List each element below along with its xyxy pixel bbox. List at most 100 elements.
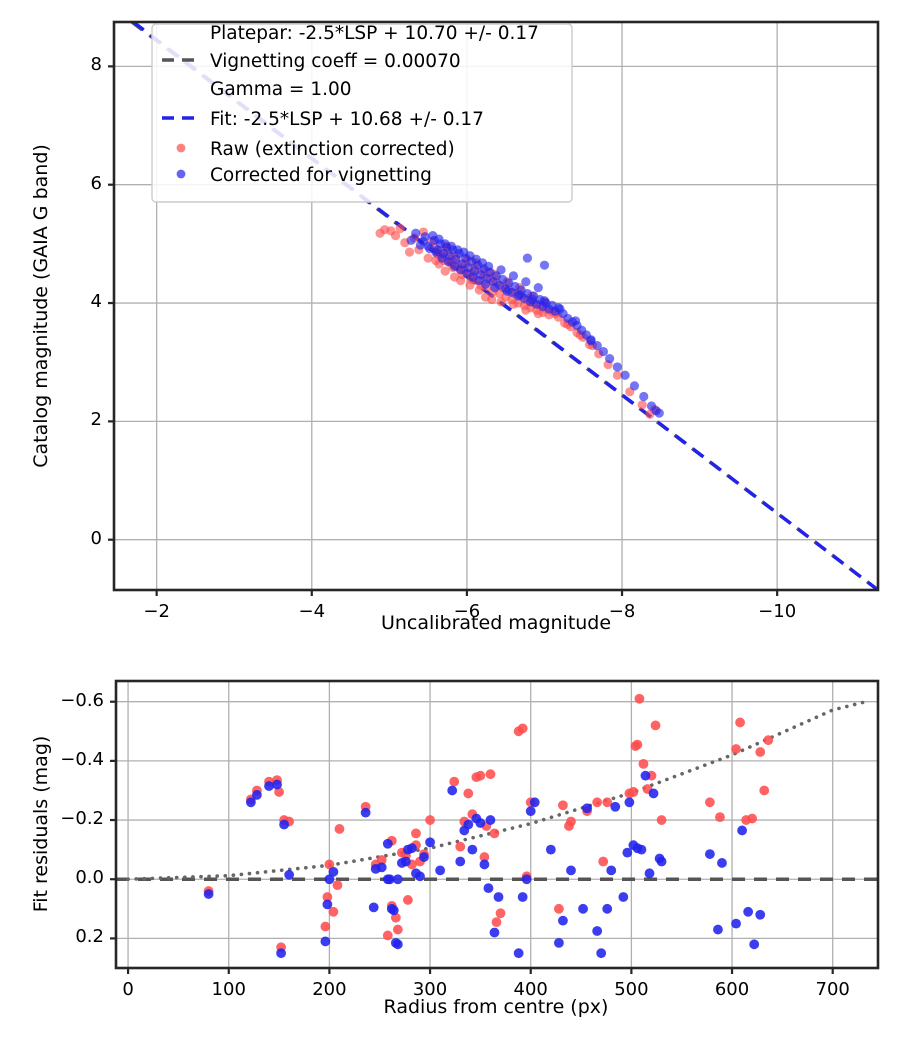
data-point — [612, 362, 622, 372]
data-point — [606, 865, 617, 876]
data-point — [596, 948, 607, 959]
data-point — [640, 770, 651, 781]
data-point — [705, 797, 715, 808]
data-point — [513, 948, 524, 959]
data-point — [713, 924, 723, 935]
data-point — [322, 899, 333, 910]
x-tick-label: −10 — [758, 601, 797, 622]
legend-label-corrected-for-vignetting: Corrected for vignetting — [210, 165, 432, 186]
scatter-layer — [375, 223, 664, 419]
data-point — [555, 304, 565, 314]
data-point — [632, 739, 643, 750]
data-point — [521, 277, 531, 287]
x-tick-label: 600 — [714, 979, 750, 1000]
data-point — [415, 871, 425, 882]
data-point — [622, 847, 633, 858]
data-point — [463, 788, 474, 799]
data-point — [392, 924, 403, 935]
data-point — [737, 825, 748, 836]
data-point — [489, 828, 500, 839]
y-tick-label: 6 — [90, 172, 102, 194]
data-point — [496, 297, 506, 307]
x-tick-label: 300 — [412, 979, 448, 1000]
data-point — [434, 234, 444, 244]
data-point — [602, 903, 613, 914]
x-tick-label: −6 — [453, 601, 481, 622]
data-point — [554, 903, 564, 914]
data-point — [456, 275, 466, 286]
data-point — [493, 892, 504, 902]
data-point — [638, 758, 649, 769]
reference-lines — [116, 699, 878, 882]
data-point — [272, 779, 282, 790]
data-point — [487, 294, 497, 305]
data-point — [384, 874, 395, 885]
data-point — [465, 280, 475, 290]
x-tick-label: 500 — [614, 979, 649, 1000]
data-point — [382, 930, 393, 941]
data-point — [368, 902, 379, 913]
y-tick-label: 8 — [90, 54, 102, 76]
data-point — [332, 880, 343, 891]
data-point — [483, 883, 494, 894]
data-point — [479, 852, 490, 862]
data-point — [435, 865, 446, 876]
data-point — [598, 856, 609, 867]
data-point — [747, 813, 758, 824]
data-point — [380, 225, 390, 235]
data-point — [419, 852, 429, 862]
axis-frame — [114, 679, 880, 970]
legend-label-fit-2-5-lsp-10-68-0-17: Fit: -2.5*LSP + 10.68 +/- 0.17 — [210, 109, 484, 130]
data-point — [743, 906, 754, 917]
data-point — [525, 806, 536, 817]
panel-fit-residuals — [110, 679, 880, 974]
data-point — [390, 230, 401, 241]
data-point — [502, 286, 512, 296]
data-point — [425, 837, 435, 848]
data-point — [731, 744, 741, 754]
data-point — [648, 788, 659, 799]
data-point — [521, 874, 532, 885]
data-point — [203, 889, 214, 899]
x-tick-label: 100 — [211, 979, 246, 1000]
data-point — [360, 807, 371, 818]
data-point — [533, 309, 543, 319]
data-point — [656, 856, 667, 867]
data-point — [279, 819, 289, 830]
data-point — [463, 819, 474, 830]
data-point — [245, 797, 256, 808]
data-point — [639, 391, 649, 402]
data-point — [440, 266, 450, 276]
data-point — [392, 939, 403, 950]
data-point — [570, 316, 581, 326]
data-point — [479, 859, 490, 870]
y-tick-label: 2 — [90, 409, 102, 431]
legend-label-platepar-2-5-lsp-10-70-0-17: Platepar: -2.5*LSP + 10.70 +/- 0.17 — [210, 23, 539, 44]
data-point — [392, 874, 403, 885]
data-point — [447, 785, 458, 796]
data-point — [610, 801, 621, 812]
data-point — [735, 717, 745, 728]
data-point — [624, 797, 635, 808]
data-point — [334, 824, 345, 834]
legend-marker-raw-extinction-corrected — [176, 143, 186, 153]
data-point — [276, 948, 286, 959]
data-point — [324, 859, 335, 870]
data-point — [423, 253, 433, 263]
data-point — [449, 776, 460, 787]
data-point — [527, 294, 537, 305]
data-point — [618, 892, 629, 902]
data-point — [539, 260, 550, 270]
tick-marks — [108, 65, 779, 596]
data-point — [717, 858, 727, 868]
data-point — [328, 906, 339, 917]
data-point — [529, 797, 540, 808]
y-tick-label: 0.0 — [75, 867, 104, 889]
data-point — [496, 265, 506, 275]
data-point — [602, 797, 613, 808]
data-point — [598, 346, 609, 357]
data-point — [522, 253, 533, 263]
data-point — [485, 815, 496, 825]
data-point — [485, 769, 496, 780]
